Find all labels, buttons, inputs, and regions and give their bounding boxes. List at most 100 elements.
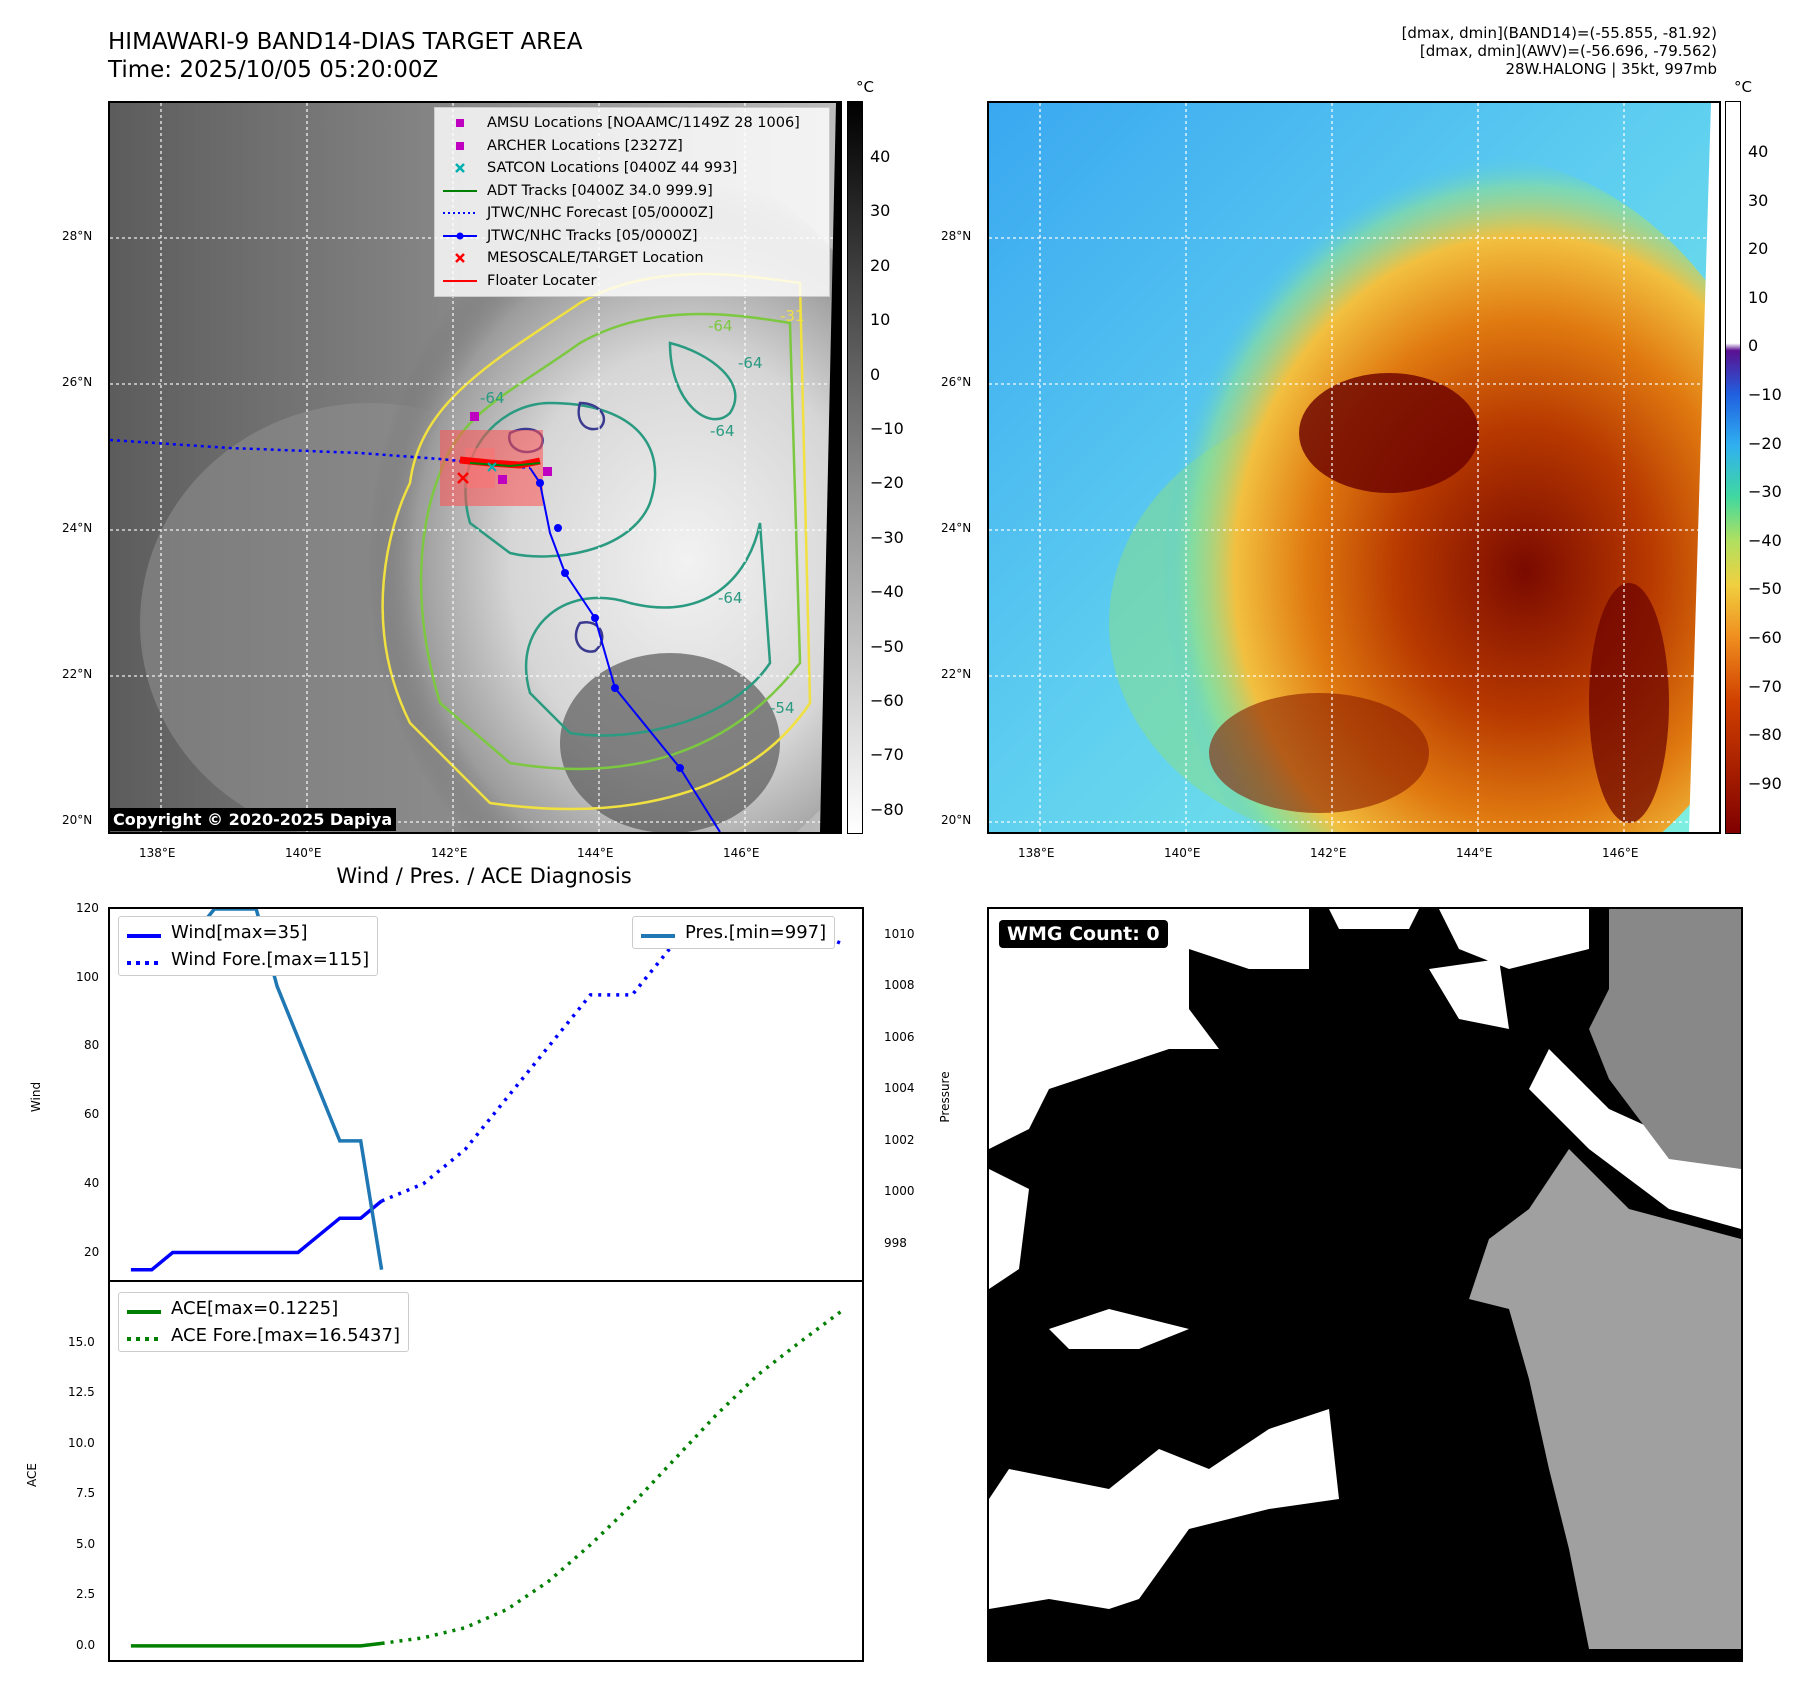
lon-label: 144°E <box>1456 846 1493 860</box>
lat-label: 26°N <box>941 375 972 389</box>
legend-label: JTWC/NHC Forecast [05/0000Z] <box>487 205 714 221</box>
legend-label: ARCHER Locations [2327Z] <box>487 137 683 154</box>
pressure-tick: 1004 <box>884 1081 915 1096</box>
legend-label: MESOSCALE/TARGET Location <box>487 250 704 266</box>
legend-wind: Wind[max=35] <box>171 922 308 943</box>
awv-imagery <box>989 103 1719 832</box>
colorbar-right <box>1725 101 1741 834</box>
colorbar-tick: −60 <box>870 691 904 710</box>
legend-label: Floater Locater <box>487 272 597 289</box>
legend-entry: AMSU Locations [NOAAMC/1149Z 28 1006] <box>443 112 821 135</box>
colorbar-tick: −50 <box>1748 579 1782 599</box>
pressure-tick: 998 <box>884 1235 907 1250</box>
legend-symbol <box>443 205 477 221</box>
ace-tick: 7.5 <box>76 1486 96 1501</box>
ace-tick: 5.0 <box>76 1536 96 1551</box>
colorbar-tick: 20 <box>870 255 891 275</box>
wind-tick: 120 <box>76 901 99 915</box>
legend-symbol <box>443 228 477 244</box>
ace-tick: 2.5 <box>76 1587 96 1602</box>
legend-symbol <box>443 138 477 154</box>
series-line <box>380 924 842 1203</box>
contour-label: -31 <box>780 307 805 325</box>
colorbar-tick: 10 <box>1748 287 1769 307</box>
lat-label: 24°N <box>62 521 93 535</box>
lat-label: 20°N <box>62 813 93 827</box>
legend-label: SATCON Locations [0400Z 44 993] <box>487 160 738 176</box>
legend-entry: SATCON Locations [0400Z 44 993] <box>443 157 821 180</box>
legend-entry: JTWC/NHC Forecast [05/0000Z] <box>443 202 821 225</box>
colorbar-tick: −70 <box>870 745 904 765</box>
lat-label: 28°N <box>62 229 93 243</box>
copyright-label: Copyright © 2020-2025 Dapiya <box>109 808 397 831</box>
colorbar-tick: −10 <box>1748 385 1782 404</box>
ace-legend: ACE[max=0.1225] ACE Fore.[max=16.5437] <box>118 1292 409 1352</box>
colorbar-tick: 20 <box>1748 239 1769 259</box>
colorbar-tick: 0 <box>870 364 881 384</box>
series-line <box>130 1199 383 1272</box>
colorbar-tick: −90 <box>1748 773 1782 793</box>
legend-ace: ACE[max=0.1225] <box>171 1298 339 1319</box>
colorbar-tick: −80 <box>870 799 904 819</box>
wmg-count-badge: WMG Count: 0 <box>999 920 1168 948</box>
lon-label: 144°E <box>577 846 614 860</box>
wind-tick: 40 <box>84 1175 100 1190</box>
colorbar-tick: −30 <box>870 527 904 547</box>
legend-symbol <box>443 250 477 266</box>
legend-pres: Pres.[min=997] <box>685 922 827 943</box>
pressure-legend: Pres.[min=997] <box>632 916 836 949</box>
lat-label: 22°N <box>62 667 93 681</box>
wind-tick: 80 <box>84 1038 100 1053</box>
storm-info: [dmax, dmin](BAND14)=(-55.855, -81.92) [… <box>1402 24 1717 78</box>
info-line-1: [dmax, dmin](BAND14)=(-55.855, -81.92) <box>1401 24 1717 42</box>
map-legend: AMSU Locations [NOAAMC/1149Z 28 1006] ARC… <box>434 107 830 297</box>
pressure-tick: 1008 <box>884 978 915 993</box>
lon-label: 138°E <box>139 846 176 860</box>
pressure-tick: 1002 <box>884 1132 915 1147</box>
colorbar-tick: −60 <box>1748 628 1782 647</box>
colorbar-tick: −10 <box>870 419 904 438</box>
contour-label: -64 <box>738 354 763 372</box>
legend-symbol <box>443 183 477 199</box>
lon-label: 140°E <box>285 846 322 860</box>
ace-tick: 10.0 <box>68 1435 95 1450</box>
colorbar-tick: −20 <box>870 473 904 493</box>
legend-entry: Floater Locater <box>443 270 821 293</box>
awv-map <box>987 101 1721 834</box>
colorbar-tick: 0 <box>1748 336 1759 356</box>
contour-label: -54 <box>770 699 795 717</box>
pressure-tick: 1000 <box>884 1184 915 1199</box>
ace-tick: 15.0 <box>68 1334 95 1349</box>
ace-plot <box>130 1309 843 1648</box>
contour-label: -64 <box>710 422 735 440</box>
contour-label: -64 <box>480 389 505 407</box>
wind-tick: 100 <box>76 969 99 984</box>
wmg-panel <box>987 907 1743 1662</box>
wmg-mask <box>989 909 1741 1660</box>
ace-tick: 12.5 <box>68 1385 95 1400</box>
title-line-1: HIMAWARI-9 BAND14-DIAS TARGET AREA <box>108 29 583 55</box>
legend-symbol <box>443 160 477 176</box>
pressure-axis-label: Pressure <box>938 1071 952 1123</box>
legend-label: JTWC/NHC Tracks [05/0000Z] <box>487 227 698 244</box>
legend-wind-fore: Wind Fore.[max=115] <box>171 949 370 970</box>
lon-label: 138°E <box>1018 846 1055 860</box>
colorbar-tick: −40 <box>870 582 904 602</box>
colorbar-tick: 30 <box>1748 190 1769 210</box>
colorbar-tick: −50 <box>870 636 904 656</box>
legend-entry: MESOSCALE/TARGET Location <box>443 247 821 270</box>
legend-ace-fore: ACE Fore.[max=16.5437] <box>171 1325 400 1346</box>
info-line-3: 28W.HALONG | 35kt, 997mb <box>1505 60 1717 78</box>
colorbar-tick: −80 <box>1748 725 1782 745</box>
lat-label: 20°N <box>941 813 972 827</box>
title-line-2: Time: 2025/10/05 05:20:00Z <box>108 57 439 83</box>
legend-label: ADT Tracks [0400Z 34.0 999.9] <box>487 182 713 199</box>
lat-label: 22°N <box>941 667 972 681</box>
legend-symbol <box>443 115 477 131</box>
colorbar-tick: 40 <box>870 147 891 166</box>
lon-label: 146°E <box>723 846 760 860</box>
colorbar-unit-right: °C <box>1734 78 1752 96</box>
colorbar-tick: 30 <box>870 201 891 221</box>
pressure-tick: 1010 <box>884 926 915 941</box>
diagnosis-title: Wind / Pres. / ACE Diagnosis <box>336 864 632 888</box>
